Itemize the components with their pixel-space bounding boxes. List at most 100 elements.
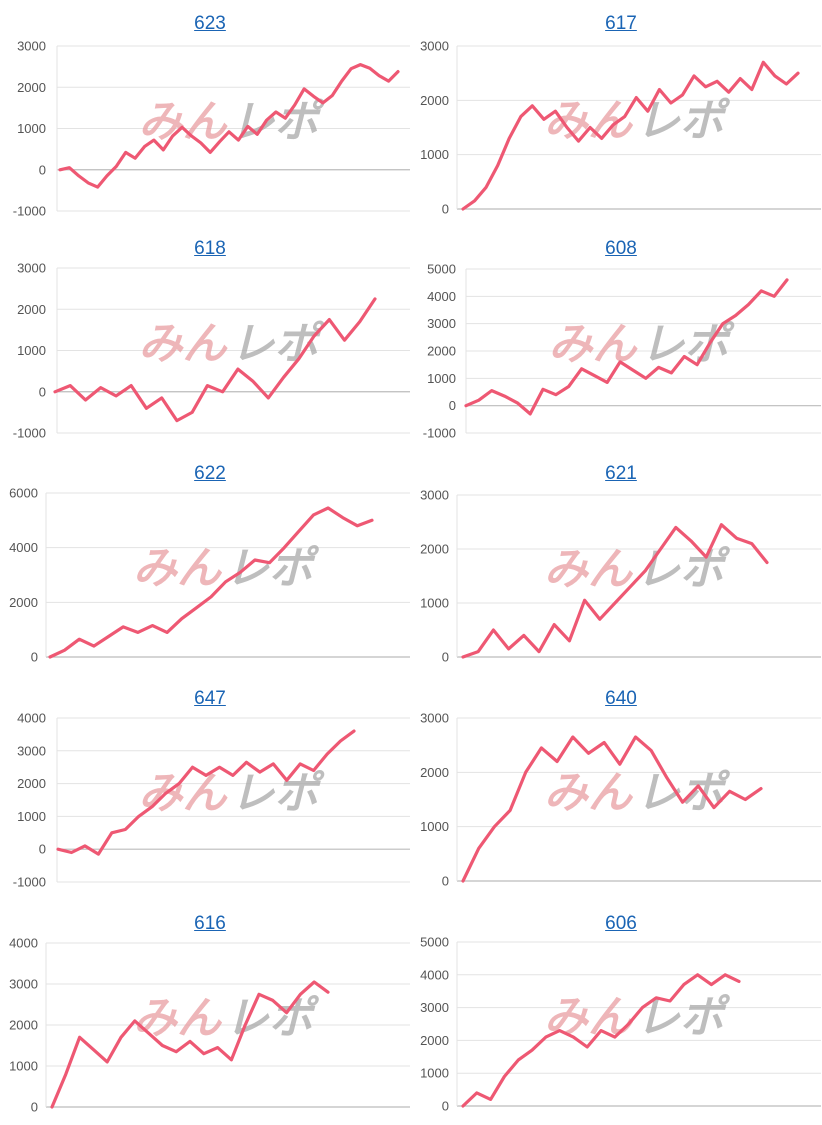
- series-line: [50, 980, 330, 1109]
- y-tick-label: 1000: [17, 121, 46, 136]
- svg-text:レポ: レポ: [636, 545, 731, 594]
- svg-text:レポ: レポ: [225, 544, 320, 593]
- y-tick-label: 2000: [9, 595, 38, 610]
- chart-title-link[interactable]: 608: [605, 238, 637, 259]
- y-tick-label: 4000: [9, 540, 38, 555]
- chart-title-link[interactable]: 623: [194, 13, 226, 34]
- y-tick-label: 0: [442, 650, 449, 665]
- y-tick-label: -1000: [13, 875, 46, 890]
- y-tick-label: 1000: [420, 819, 449, 834]
- y-tick-label: 6000: [9, 486, 38, 501]
- y-tick-label: 0: [39, 162, 46, 177]
- y-tick-label: 3000: [17, 261, 46, 276]
- series-line: [464, 278, 789, 416]
- line-chart: 0 1000 2000 3000 みん レポ: [420, 39, 821, 217]
- chart-panel-608: 608 -1000 0 1000 2000 3000 4000 5000 みん レポ: [411, 225, 822, 450]
- y-tick-label: 2000: [420, 765, 449, 780]
- minrepo-watermark-icon: みん レポ: [133, 994, 320, 1043]
- chart-title-link[interactable]: 622: [194, 463, 226, 484]
- minrepo-watermark-icon: みん レポ: [139, 98, 326, 147]
- line-chart: -1000 0 1000 2000 3000 みん レポ: [13, 39, 410, 219]
- chart-panel-617: 617 0 1000 2000 3000 みん レポ: [411, 0, 822, 225]
- y-tick-label: 0: [31, 650, 38, 665]
- series-line: [461, 523, 769, 659]
- y-tick-label: 4000: [420, 967, 449, 982]
- minrepo-watermark-icon: みん レポ: [544, 545, 731, 594]
- line-chart: 0 2000 4000 6000 みん レポ: [9, 486, 410, 665]
- y-tick-label: 4000: [9, 936, 38, 951]
- chart-title-link[interactable]: 621: [605, 463, 637, 484]
- svg-text:みん: みん: [549, 320, 639, 369]
- chart-title-link[interactable]: 616: [194, 913, 226, 934]
- svg-text:みん: みん: [133, 544, 223, 593]
- y-tick-label: 3000: [17, 743, 46, 758]
- svg-text:みん: みん: [544, 769, 634, 818]
- y-tick-label: 2000: [17, 302, 46, 317]
- chart-title-link[interactable]: 606: [605, 913, 637, 934]
- y-tick-label: 3000: [420, 1000, 449, 1015]
- y-tick-label: 0: [442, 874, 449, 889]
- y-tick-label: 1000: [420, 596, 449, 611]
- line-chart: -1000 0 1000 2000 3000 4000 5000 みん レポ: [423, 262, 821, 441]
- line-chart: 0 1000 2000 3000 4000 みん レポ: [9, 936, 410, 1115]
- y-tick-label: 2000: [17, 776, 46, 791]
- y-tick-label: 2000: [427, 344, 456, 359]
- y-tick-label: 3000: [9, 977, 38, 992]
- y-tick-label: 1000: [420, 1066, 449, 1081]
- chart-title-link[interactable]: 617: [605, 13, 637, 34]
- minrepo-watermark-icon: みん レポ: [544, 97, 731, 146]
- y-tick-label: 0: [31, 1100, 38, 1115]
- series-line: [58, 62, 400, 189]
- y-tick-label: 1000: [9, 1059, 38, 1074]
- y-tick-label: 2000: [420, 1033, 449, 1048]
- y-tick-label: 2000: [9, 1018, 38, 1033]
- y-tick-label: -1000: [13, 204, 46, 219]
- minrepo-watermark-icon: みん レポ: [544, 769, 731, 818]
- svg-text:レポ: レポ: [636, 769, 731, 818]
- svg-text:レポ: レポ: [231, 98, 326, 147]
- y-tick-label: 0: [442, 1099, 449, 1114]
- y-tick-label: 3000: [420, 711, 449, 726]
- chart-panel-616: 616 0 1000 2000 3000 4000 みん レポ: [0, 900, 411, 1125]
- svg-text:みん: みん: [544, 545, 634, 594]
- chart-panel-621: 621 0 1000 2000 3000 みん レポ: [411, 450, 822, 675]
- y-tick-label: 1000: [427, 371, 456, 386]
- line-chart: 0 1000 2000 3000 みん レポ: [420, 488, 821, 665]
- y-tick-label: 0: [39, 842, 46, 857]
- minrepo-watermark-icon: みん レポ: [139, 320, 326, 369]
- y-tick-label: 4000: [427, 289, 456, 304]
- series-line: [461, 60, 800, 211]
- series-line: [53, 297, 377, 423]
- minrepo-watermark-icon: みん レポ: [544, 993, 731, 1042]
- y-tick-label: 2000: [420, 93, 449, 108]
- series-line: [461, 735, 763, 883]
- series-line: [461, 973, 741, 1108]
- svg-text:みん: みん: [133, 994, 223, 1043]
- series-line: [56, 729, 356, 856]
- y-tick-label: 0: [442, 202, 449, 217]
- chart-title-link[interactable]: 640: [605, 688, 637, 709]
- y-tick-label: 1000: [17, 343, 46, 358]
- y-tick-label: 3000: [420, 488, 449, 503]
- chart-panel-623: 623 -1000 0 1000 2000 3000 みん レポ: [0, 0, 411, 225]
- line-chart: -1000 0 1000 2000 3000 みん レポ: [13, 261, 410, 441]
- y-tick-label: 5000: [420, 935, 449, 950]
- y-tick-label: 0: [449, 398, 456, 413]
- y-tick-label: 4000: [17, 711, 46, 726]
- line-chart: 0 1000 2000 3000 みん レポ: [420, 711, 821, 889]
- svg-text:みん: みん: [139, 98, 229, 147]
- y-tick-label: 5000: [427, 262, 456, 277]
- y-tick-label: 3000: [427, 316, 456, 331]
- chart-panel-647: 647 -1000 0 1000 2000 3000 4000 みん レポ: [0, 675, 411, 900]
- svg-text:レポ: レポ: [231, 769, 326, 818]
- chart-panel-622: 622 0 2000 4000 6000 みん レポ: [0, 450, 411, 675]
- chart-title-link[interactable]: 618: [194, 238, 226, 259]
- svg-text:みん: みん: [544, 993, 634, 1042]
- chart-panel-618: 618 -1000 0 1000 2000 3000 みん レポ: [0, 225, 411, 450]
- svg-text:レポ: レポ: [231, 320, 326, 369]
- minrepo-watermark-icon: みん レポ: [133, 544, 320, 593]
- chart-title-link[interactable]: 647: [194, 688, 226, 709]
- y-tick-label: 3000: [420, 39, 449, 54]
- series-line: [48, 506, 374, 659]
